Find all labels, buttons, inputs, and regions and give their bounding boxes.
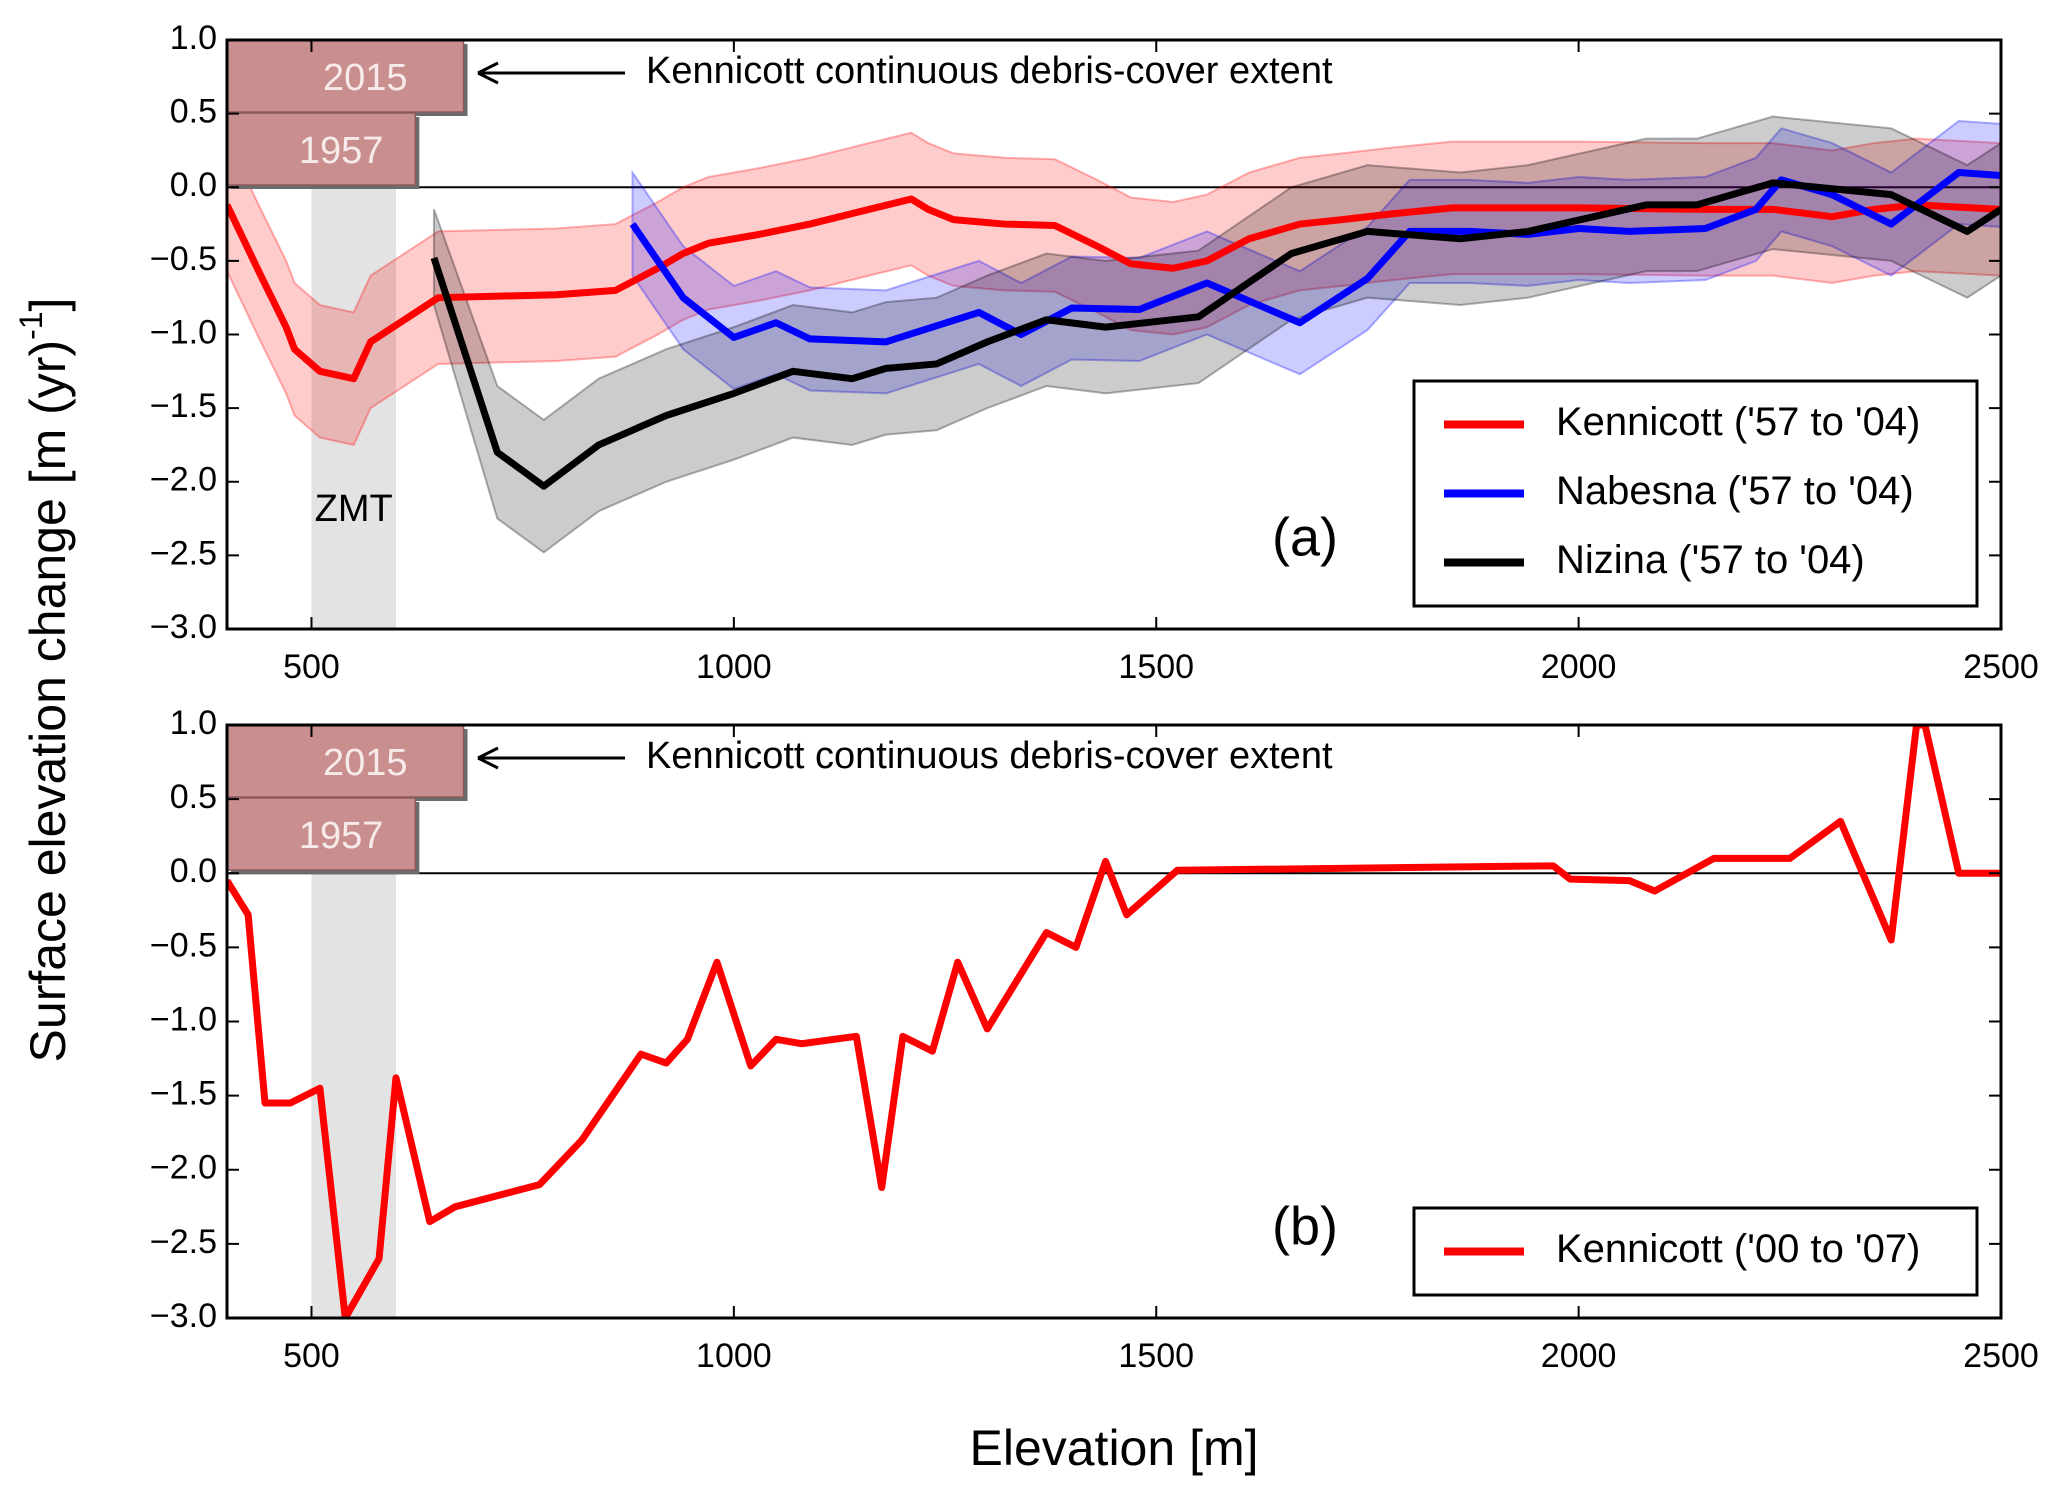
uncertainty-band	[631, 119, 2001, 395]
y-tick-label: −2.5	[150, 534, 217, 572]
data-line	[629, 169, 2001, 346]
y-tick-label: 0.5	[170, 93, 217, 131]
y-tick-label: 0.5	[170, 778, 217, 816]
x-tick-label: 500	[283, 648, 340, 686]
legend-label: Nizina ('57 to '04)	[1556, 538, 1865, 582]
legend-label: Kennicott ('57 to '04)	[1556, 400, 1920, 444]
y-tick-label: −3.0	[150, 608, 217, 646]
legend-label: Kennicott ('00 to '07)	[1556, 1227, 1920, 1271]
x-tick-label: 2500	[1963, 648, 2039, 686]
panel-label: (a)	[1272, 507, 1338, 567]
y-tick-label: −1.0	[150, 313, 217, 351]
debris-year: 2015	[323, 57, 408, 99]
x-tick-label: 2000	[1541, 1337, 1617, 1375]
y-tick-label: −2.0	[150, 1149, 217, 1187]
debris-year: 2015	[323, 742, 408, 784]
arrow-head	[477, 61, 499, 85]
debris-box	[226, 724, 465, 798]
y-tick-label: −0.5	[150, 926, 217, 964]
panel-label: (b)	[1272, 1196, 1338, 1256]
y-tick-label: 0.0	[170, 166, 217, 204]
debris-box	[226, 112, 417, 186]
y-tick-label: 0.0	[170, 852, 217, 890]
y-tick-label: 1.0	[170, 19, 217, 57]
y-tick-label: −2.5	[150, 1223, 217, 1261]
arrow-head	[477, 746, 499, 770]
y-tick-label: −1.0	[150, 1000, 217, 1038]
y-axis-label-sup: -1	[13, 311, 49, 339]
data-line	[227, 195, 2001, 383]
debris-year: 1957	[299, 815, 384, 857]
x-tick-label: 1500	[1118, 648, 1194, 686]
plot-area: ZMT	[227, 40, 2001, 629]
uncertainty-band	[432, 115, 2001, 554]
legend-label: Nabesna ('57 to '04)	[1556, 469, 1914, 513]
debris-year: 1957	[299, 130, 384, 172]
y-tick-label: −0.5	[150, 240, 217, 278]
annotation: Kennicott continuous debris-cover extent	[646, 735, 1333, 777]
data-line	[227, 725, 2001, 1318]
x-tick-label: 1500	[1118, 1337, 1194, 1375]
data-line	[430, 179, 2001, 490]
y-tick-label: −1.5	[150, 1075, 217, 1113]
x-tick-label: 1000	[696, 648, 772, 686]
x-axis-label: Elevation [m]	[969, 1420, 1258, 1476]
y-axis-label-text: Surface elevation change [m (yr)	[20, 340, 76, 1063]
x-tick-label: 2500	[1963, 1337, 2039, 1375]
y-tick-label: −1.5	[150, 387, 217, 425]
x-tick-label: 2000	[1541, 648, 1617, 686]
x-tick-label: 1000	[696, 1337, 772, 1375]
x-tick-label: 500	[283, 1337, 340, 1375]
annotation: Kennicott continuous debris-cover extent	[646, 50, 1333, 92]
debris-box	[226, 39, 465, 113]
y-axis-label-end: ]	[20, 298, 76, 312]
y-tick-label: 1.0	[170, 704, 217, 742]
y-tick-label: −2.0	[150, 461, 217, 499]
y-tick-label: −3.0	[150, 1297, 217, 1335]
y-axis-label: Surface elevation change [m (yr)-1]	[13, 298, 76, 1063]
shade-label: ZMT	[315, 488, 393, 530]
debris-box	[226, 797, 417, 871]
